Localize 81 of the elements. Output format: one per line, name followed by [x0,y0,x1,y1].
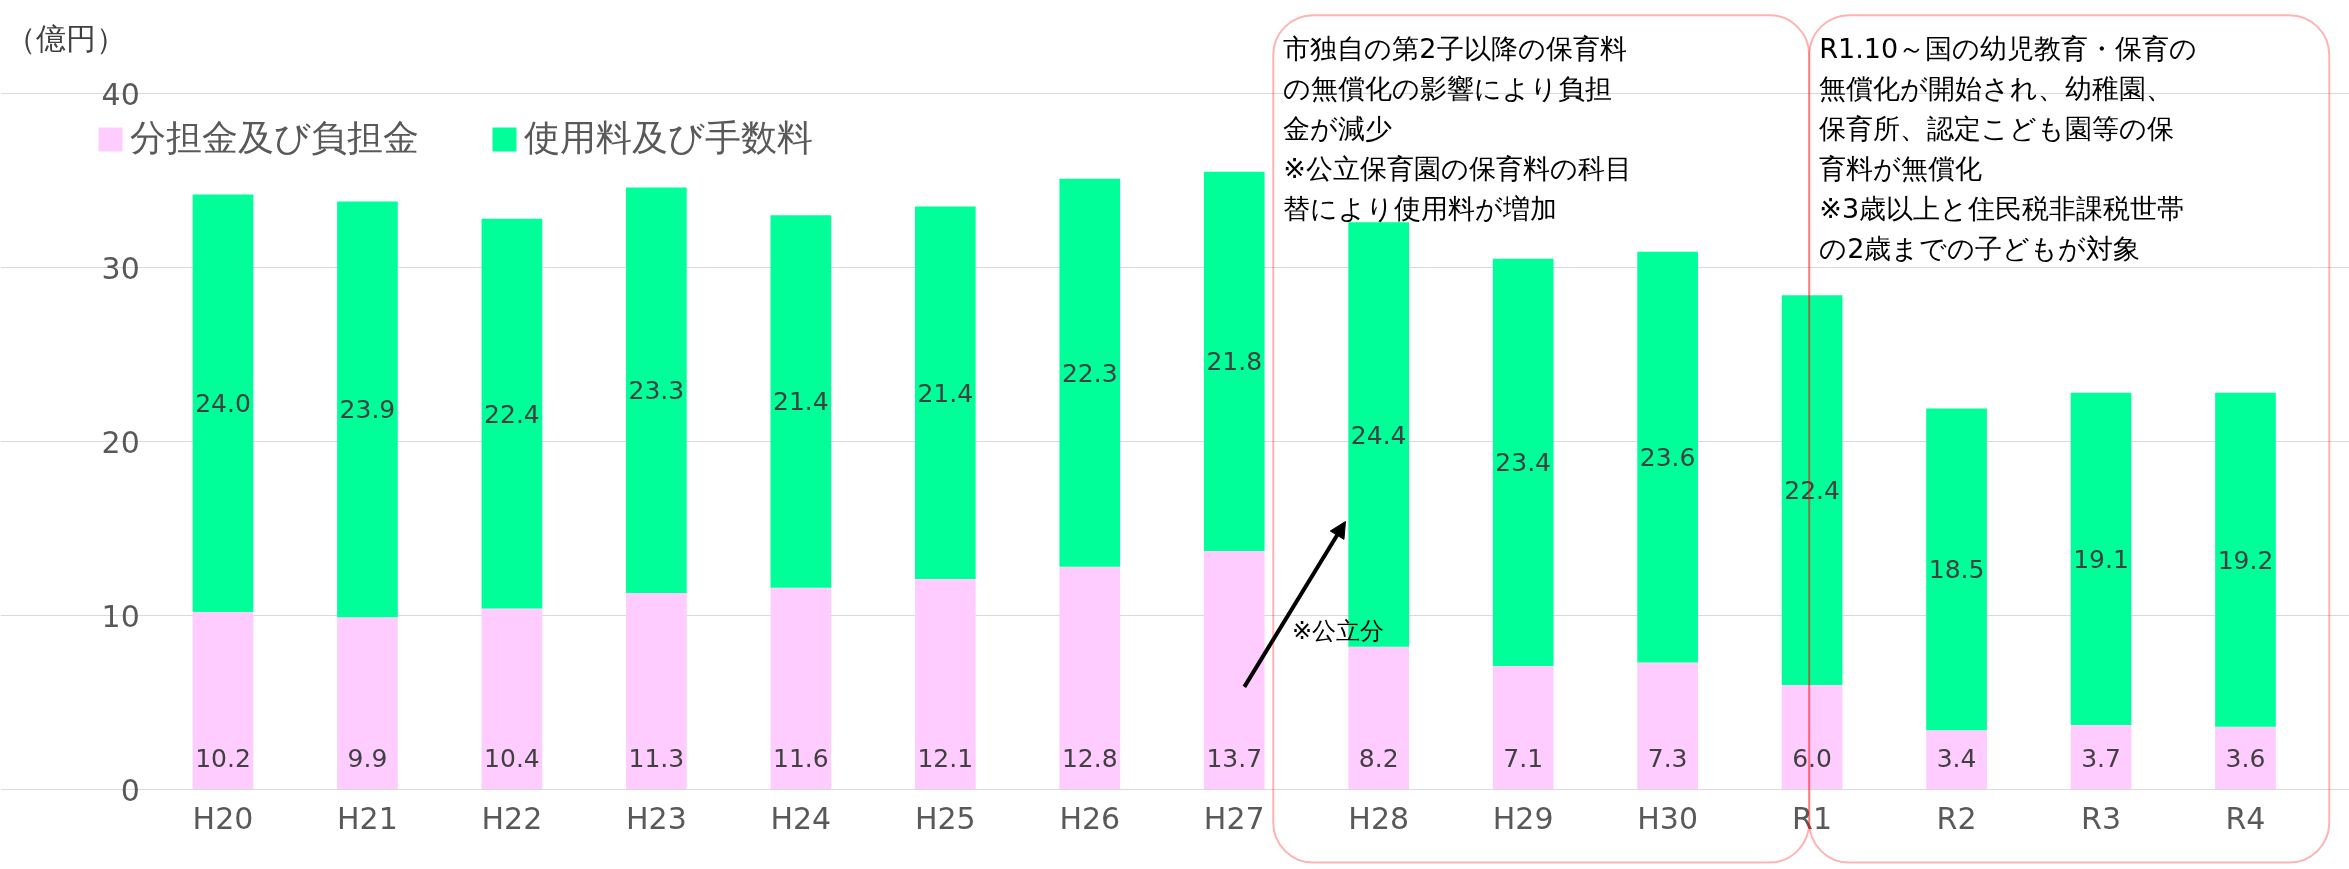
bar [1637,251,1698,663]
bar [626,187,687,593]
x-tick-label: H27 [1203,800,1265,836]
data-label: 23.4 [1495,448,1551,478]
data-label: 22.3 [1061,358,1118,388]
bar [914,578,976,790]
legend-label: 分担金及び負担金 [130,116,419,160]
annotation: R1.10～国の幼児教育・保育の無償化が開始され、幼稚園、保育所、認定こども園等の保育料が無償化 [1819,32,2198,184]
bar [2215,726,2276,790]
data-label: 8.2 [1358,744,1399,774]
x-tick-label: R2 [1936,800,1977,836]
x-tick-label: H28 [1348,800,1410,836]
data-label: 12.1 [917,744,974,774]
x-tick-label: H29 [1492,800,1554,836]
data-label: 3.4 [1936,744,1977,774]
data-label: 23.3 [628,376,685,406]
bar [1781,295,1843,686]
x-tick-label: H21 [337,800,398,836]
bar [1926,730,1987,790]
x-tick-label: H30 [1637,800,1698,836]
bar [2215,392,2276,727]
data-label: 18.5 [1928,555,1985,585]
x-tick-label: R3 [2081,800,2121,836]
bar [1492,258,1554,666]
bar [1637,662,1698,790]
data-label: 23.9 [339,395,396,425]
data-label: 13.7 [1206,744,1263,774]
data-label: 19.1 [2073,544,2129,574]
bar [1492,665,1554,790]
x-tick-label: H26 [1059,800,1121,836]
bar [2070,392,2132,726]
annotation: 市独自の第2子以降の保育料の無償化の影響により負担金が減少 [1283,32,1627,144]
bar [337,201,398,618]
data-label: 11.3 [628,744,685,774]
y-tick-label: 10 [101,598,140,634]
data-label: 7.3 [1647,744,1688,774]
x-tick-label: H24 [770,800,832,836]
bar [1059,178,1121,567]
bar [1348,646,1410,790]
x-tick-label: H25 [914,800,976,836]
bar [626,592,687,790]
y-tick-label: 0 [120,772,140,808]
y-axis-title: （億円） [5,20,126,56]
bar [770,587,832,790]
annotation: ※公立保育園の保育料の科目替により使用料が増加 [1283,152,1632,224]
bar [192,612,254,790]
bar [481,218,543,609]
data-label: 22.4 [484,399,540,429]
bar [1926,408,1987,731]
data-label: 3.7 [2081,744,2121,774]
y-tick-label: 30 [101,250,140,286]
data-label: 21.4 [917,378,974,408]
x-tick-label: H22 [481,800,543,836]
annotation: ※3歳以上と住民税非課税世帯の2歳までの子どもが対象 [1819,192,2185,264]
x-tick-label: H23 [626,800,687,836]
bar [1059,566,1121,790]
x-tick-label: R4 [2225,800,2266,836]
data-label: 11.6 [773,744,829,774]
bar [192,194,254,613]
data-label: 3.6 [2225,744,2266,774]
data-label: 19.2 [2217,545,2274,575]
bar [1203,171,1265,552]
data-label: 21.8 [1206,347,1263,377]
bar [481,608,543,790]
legend-label: 使用料及び手数料 [524,116,813,160]
data-label: 24.4 [1350,420,1407,450]
bar [770,215,832,588]
data-label: 7.1 [1503,744,1544,774]
bar [337,617,398,790]
y-tick-label: 40 [101,76,140,112]
bar [914,206,976,579]
data-label: 21.4 [773,387,829,417]
data-label: 23.6 [1639,443,1696,473]
y-tick-label: 20 [101,424,140,460]
data-label: 10.2 [195,744,251,774]
data-label: 10.4 [484,744,540,774]
data-label: 24.0 [195,389,251,419]
x-tick-label: H20 [192,800,254,836]
data-label: 9.9 [347,744,388,774]
bar [2070,725,2132,790]
data-label: 12.8 [1061,744,1118,774]
